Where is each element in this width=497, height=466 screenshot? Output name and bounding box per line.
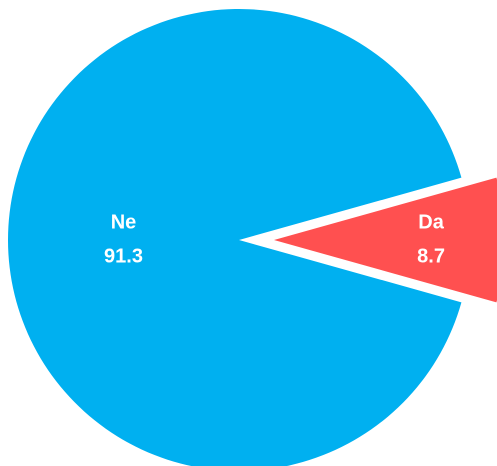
slice-category-label: Ne (111, 211, 137, 233)
slice-value-label: 8.7 (417, 245, 445, 267)
slice-category-label: Da (418, 211, 444, 233)
pie-slice (274, 177, 497, 303)
slice-value-label: 91.3 (104, 245, 143, 267)
pie-slice (8, 9, 462, 466)
